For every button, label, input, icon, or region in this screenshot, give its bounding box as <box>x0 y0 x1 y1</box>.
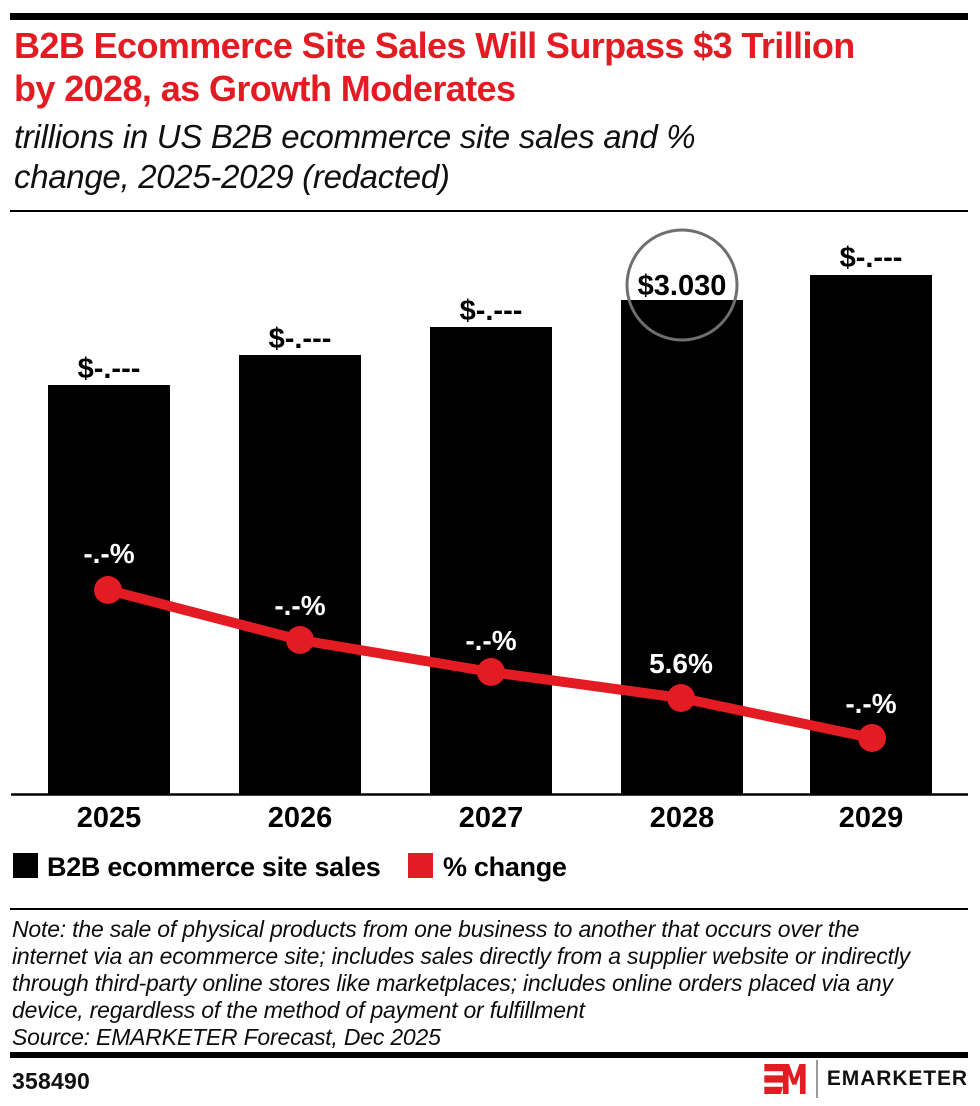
footer-divider <box>10 1052 968 1058</box>
line-point-2029 <box>858 724 886 752</box>
highlight-circle-2028 <box>625 228 739 342</box>
line-point-2025 <box>94 576 122 604</box>
title-line-1: B2B Ecommerce Site Sales Will Surpass $3… <box>14 25 855 66</box>
bar-2028 <box>621 300 743 795</box>
line-point-2028 <box>667 684 695 712</box>
emarketer-wordmark: EMARKETER <box>826 1067 968 1090</box>
chart-canvas: $-.--- $-.--- $-.--- $3.030 $-.--- 2025 … <box>11 228 968 834</box>
bar-2027 <box>430 327 552 795</box>
bar-2026 <box>239 355 361 795</box>
subtitle-line-1: trillions in US B2B ecommerce site sales… <box>14 118 696 155</box>
note-line-2: internet via an ecommerce site; includes… <box>12 943 910 969</box>
bar-value-2027: $-.--- <box>460 295 523 327</box>
x-tick-2028: 2028 <box>650 802 715 834</box>
subtitle-line-2: change, 2025-2029 (redacted) <box>14 158 450 195</box>
legend-label-line: % change <box>443 852 567 882</box>
line-value-2027: -.-% <box>465 625 516 656</box>
bar-value-2025: $-.--- <box>78 353 141 385</box>
emarketer-monogram-icon <box>764 1064 806 1094</box>
chart-title: B2B Ecommerce Site Sales Will Surpass $3… <box>14 24 974 110</box>
legend-swatch-line <box>408 853 433 878</box>
line-point-2027 <box>477 658 505 686</box>
legend-swatch-bars <box>13 853 38 878</box>
x-tick-2025: 2025 <box>77 802 142 834</box>
line-value-2029: -.-% <box>845 688 896 719</box>
chart-subtitle: trillions in US B2B ecommerce site sales… <box>14 117 974 197</box>
line-value-2025: -.-% <box>83 538 134 569</box>
note-line-3: through third-party online stores like m… <box>12 970 893 996</box>
emarketer-logo: EMARKETER <box>764 1059 968 1099</box>
line-point-2026 <box>286 626 314 654</box>
note-block: Note: the sale of physical products from… <box>12 916 972 1051</box>
x-tick-2026: 2026 <box>268 802 333 834</box>
note-line-1: Note: the sale of physical products from… <box>12 916 860 942</box>
bar-value-2026: $-.--- <box>269 323 332 355</box>
bar-value-2028: $3.030 <box>638 270 727 302</box>
top-accent-bar <box>10 13 968 20</box>
chart-id: 358490 <box>12 1068 90 1094</box>
x-tick-2029: 2029 <box>839 802 904 834</box>
line-value-2026: -.-% <box>274 590 325 621</box>
note-divider <box>10 908 968 910</box>
line-value-2028: 5.6% <box>649 648 713 679</box>
title-line-2: by 2028, as Growth Moderates <box>14 68 516 109</box>
source-line: Source: EMARKETER Forecast, Dec 2025 <box>12 1024 441 1050</box>
note-line-4: device, regardless of the method of paym… <box>12 997 585 1023</box>
bar-2029 <box>810 275 932 795</box>
x-tick-2027: 2027 <box>459 802 524 834</box>
logo-divider <box>815 1060 818 1098</box>
header-divider <box>10 210 968 212</box>
legend-label-bars: B2B ecommerce site sales <box>47 852 381 882</box>
bar-value-2029: $-.--- <box>840 242 903 274</box>
